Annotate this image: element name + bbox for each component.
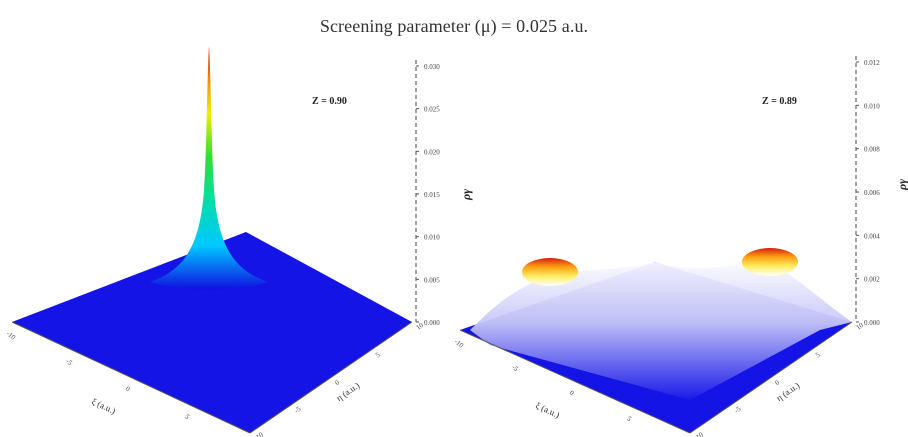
left-z-tick: 0.030 bbox=[424, 63, 440, 71]
left-y-tick: 5 bbox=[374, 351, 382, 360]
right-z-tick: 0.010 bbox=[864, 102, 880, 110]
right-y-tick: -10 bbox=[693, 430, 706, 437]
left-x-tick: 5 bbox=[183, 413, 191, 422]
left-z-label: ργ bbox=[459, 189, 473, 201]
left-y-tick: -10 bbox=[253, 430, 266, 437]
left-z-tick: 0.000 bbox=[424, 319, 440, 327]
right-ridge-surface bbox=[470, 258, 852, 400]
left-x-tick: -5 bbox=[64, 357, 74, 367]
right-x-tick: -10 bbox=[453, 337, 466, 349]
left-x-label: ξ (a.u.) bbox=[90, 396, 117, 416]
right-y-tick: 0 bbox=[774, 378, 782, 387]
left-annotation: Z = 0.90 bbox=[312, 96, 347, 107]
right-x-tick: -5 bbox=[510, 363, 520, 373]
left-surface-panel bbox=[11, 46, 417, 434]
right-y-tick: -5 bbox=[733, 405, 743, 415]
left-y-tick: 0 bbox=[334, 378, 342, 387]
left-x-tick: -10 bbox=[5, 329, 18, 341]
right-x-tick: 0 bbox=[568, 389, 576, 398]
right-z-tick: 0.004 bbox=[864, 232, 880, 240]
right-z-tick: 0.002 bbox=[864, 276, 880, 284]
right-annotation: Z = 0.89 bbox=[762, 96, 797, 107]
right-y-tick: 5 bbox=[814, 351, 822, 360]
right-surface-panel bbox=[459, 56, 857, 434]
left-bottom-axis bbox=[11, 321, 413, 434]
left-peak-spike bbox=[150, 46, 268, 290]
right-z-tick: 0.012 bbox=[864, 59, 880, 67]
right-x-tick: 5 bbox=[625, 415, 633, 424]
right-z-tick: 0.006 bbox=[864, 189, 880, 197]
left-z-tick: 0.010 bbox=[424, 234, 440, 242]
right-bottom-axis bbox=[459, 321, 853, 434]
left-y-tick: 10 bbox=[415, 321, 426, 332]
right-x-label: ξ (a.u.) bbox=[534, 400, 561, 420]
right-z-tick: 0.008 bbox=[864, 146, 880, 154]
right-peak-1 bbox=[522, 258, 578, 286]
right-z-label: ργ bbox=[895, 179, 908, 191]
left-base-plane bbox=[12, 232, 412, 433]
figure-title: Screening parameter (μ) = 0.025 a.u. bbox=[319, 16, 589, 36]
left-z-tick: 0.005 bbox=[424, 276, 440, 284]
left-x-tick: 0 bbox=[124, 385, 132, 394]
left-z-tick: 0.020 bbox=[424, 148, 440, 156]
right-peak-2 bbox=[742, 248, 798, 276]
left-y-tick: -5 bbox=[293, 405, 303, 415]
right-y-tick: 10 bbox=[855, 321, 866, 332]
left-z-tick: 0.025 bbox=[424, 106, 440, 114]
right-z-tick: 0.000 bbox=[864, 319, 880, 327]
left-z-tick: 0.015 bbox=[424, 191, 440, 199]
